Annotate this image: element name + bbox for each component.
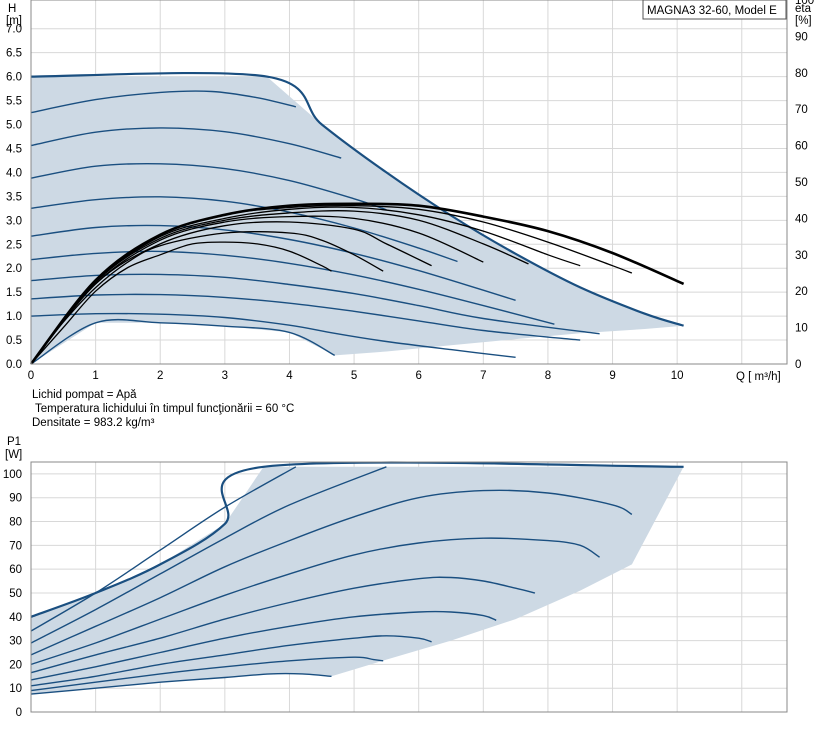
head-curve-8 xyxy=(30,293,581,341)
head-envelope-area xyxy=(30,71,684,364)
power-curve-3 xyxy=(30,489,633,656)
model-title: MAGNA3 32-60, Model E xyxy=(647,5,777,17)
eta-tick-label: 70 xyxy=(795,104,808,116)
power-tick-label: 20 xyxy=(9,659,22,671)
power-curve-9 xyxy=(30,672,332,695)
flow-tick-label: 8 xyxy=(545,370,551,382)
power-curves xyxy=(30,466,633,695)
power-tick-label: 0 xyxy=(16,707,22,719)
power-tick-label: 90 xyxy=(9,493,22,505)
power-axis-unit: [W] xyxy=(5,449,22,461)
power-curve-5 xyxy=(30,576,536,674)
head-curve-9 xyxy=(30,312,516,358)
flow-tick-label: 1 xyxy=(92,370,98,382)
eta-tick-label: 30 xyxy=(795,250,808,262)
flow-axis-label: Q [ m³/h] xyxy=(736,371,781,383)
head-curve-1 xyxy=(30,90,297,114)
head-tick-label: 1.0 xyxy=(6,311,22,323)
eta-axis-unit: [%] xyxy=(795,15,812,27)
head-tick-label: 5.0 xyxy=(6,120,22,132)
power-tick-label: 80 xyxy=(9,517,22,529)
power-tick-label: 40 xyxy=(9,612,22,624)
head-axis-label: H xyxy=(8,3,16,15)
head-axis-ticks: 0.0 0.5 1.0 1.5 2.0 2.5 3.0 3.5 4.0 4.5 5.0 5.5 6.0 6… xyxy=(6,0,814,382)
head-tick-label: 3.5 xyxy=(6,191,22,203)
head-tick-label: 4.5 xyxy=(6,143,22,155)
flow-tick-label: 3 xyxy=(222,370,228,382)
head-tick-label: 0.5 xyxy=(6,335,22,347)
head-curve-4 xyxy=(30,196,458,263)
head-tick-label: 2.0 xyxy=(6,263,22,275)
head-tick-label: 0.0 xyxy=(6,359,22,371)
fluid-density: Densitate = 983.2 kg/m³ xyxy=(32,417,155,429)
flow-tick-label: 10 xyxy=(671,370,684,382)
eta-tick-label: 100 xyxy=(795,0,814,7)
efficiency-curves xyxy=(29,202,685,365)
eta-axis-label: eta xyxy=(795,3,812,15)
flow-tick-label: 5 xyxy=(351,370,357,382)
flow-tick-label: 9 xyxy=(609,370,615,382)
head-curve-3 xyxy=(30,162,387,211)
head-tick-label: 6.5 xyxy=(6,48,22,60)
fluid-type: Lichid pompat = Apă xyxy=(32,389,137,401)
power-curve-2 xyxy=(30,466,387,644)
head-curve-10 xyxy=(30,318,336,365)
eta-curve-2 xyxy=(30,231,384,365)
power-curve-4 xyxy=(30,537,600,666)
head-tick-label: 2.5 xyxy=(6,239,22,251)
head-chart-frame xyxy=(30,0,788,365)
power-axis-ticks: 0 10 20 30 40 50 60 70 80 90 100 xyxy=(3,469,22,719)
power-tick-label: 30 xyxy=(9,636,22,648)
power-chart-frame xyxy=(30,461,788,713)
eta-curve-6 xyxy=(30,206,581,365)
model-title-box xyxy=(642,0,787,20)
eta-tick-label: 60 xyxy=(795,141,808,153)
head-tick-label: 6.0 xyxy=(6,72,22,84)
head-tick-label: 1.5 xyxy=(6,287,22,299)
head-tick-label: 4.0 xyxy=(6,167,22,179)
flow-tick-label: 4 xyxy=(286,370,293,382)
eta-curve-1 xyxy=(30,241,332,365)
power-curve-7 xyxy=(30,635,432,687)
eta-tick-label: 0 xyxy=(795,359,801,371)
eta-tick-label: 80 xyxy=(795,68,808,80)
flow-tick-label: 0 xyxy=(28,370,34,382)
eta-tick-label: 10 xyxy=(795,323,808,335)
head-tick-label: 5.5 xyxy=(6,96,22,108)
power-tick-label: 100 xyxy=(3,469,22,481)
power-tick-label: 10 xyxy=(9,683,22,695)
head-axis-unit: [m] xyxy=(6,15,22,27)
flow-tick-label: 2 xyxy=(157,370,163,382)
head-tick-label: 7.0 xyxy=(6,24,22,36)
power-envelope-fill xyxy=(31,466,684,695)
head-tick-label: 3.0 xyxy=(6,215,22,227)
head-curve-2 xyxy=(30,127,342,159)
max-head-curve xyxy=(30,71,684,327)
head-curve-6 xyxy=(30,250,555,325)
head-curve-5 xyxy=(30,224,516,301)
flow-tick-label: 7 xyxy=(480,370,486,382)
eta-tick-label: 40 xyxy=(795,213,808,225)
eta-tick-label: 90 xyxy=(795,31,808,43)
eta-curve-4 xyxy=(30,215,484,365)
power-curve-1 xyxy=(30,466,297,632)
fluid-temperature: Temperatura lichidului în timpul funcţio… xyxy=(32,403,294,415)
eta-tick-label: 20 xyxy=(795,286,808,298)
head-envelope-fill xyxy=(31,76,684,364)
power-tick-label: 60 xyxy=(9,564,22,576)
flow-tick-label: 6 xyxy=(415,370,421,382)
power-curve-8 xyxy=(30,656,384,692)
power-tick-label: 70 xyxy=(9,540,22,552)
eta-tick-label: 50 xyxy=(795,177,808,189)
power-axis-label: P1 xyxy=(7,436,21,448)
power-tick-label: 50 xyxy=(9,588,22,600)
power-curve-6 xyxy=(30,610,497,681)
eta-curve-8 xyxy=(29,202,685,365)
